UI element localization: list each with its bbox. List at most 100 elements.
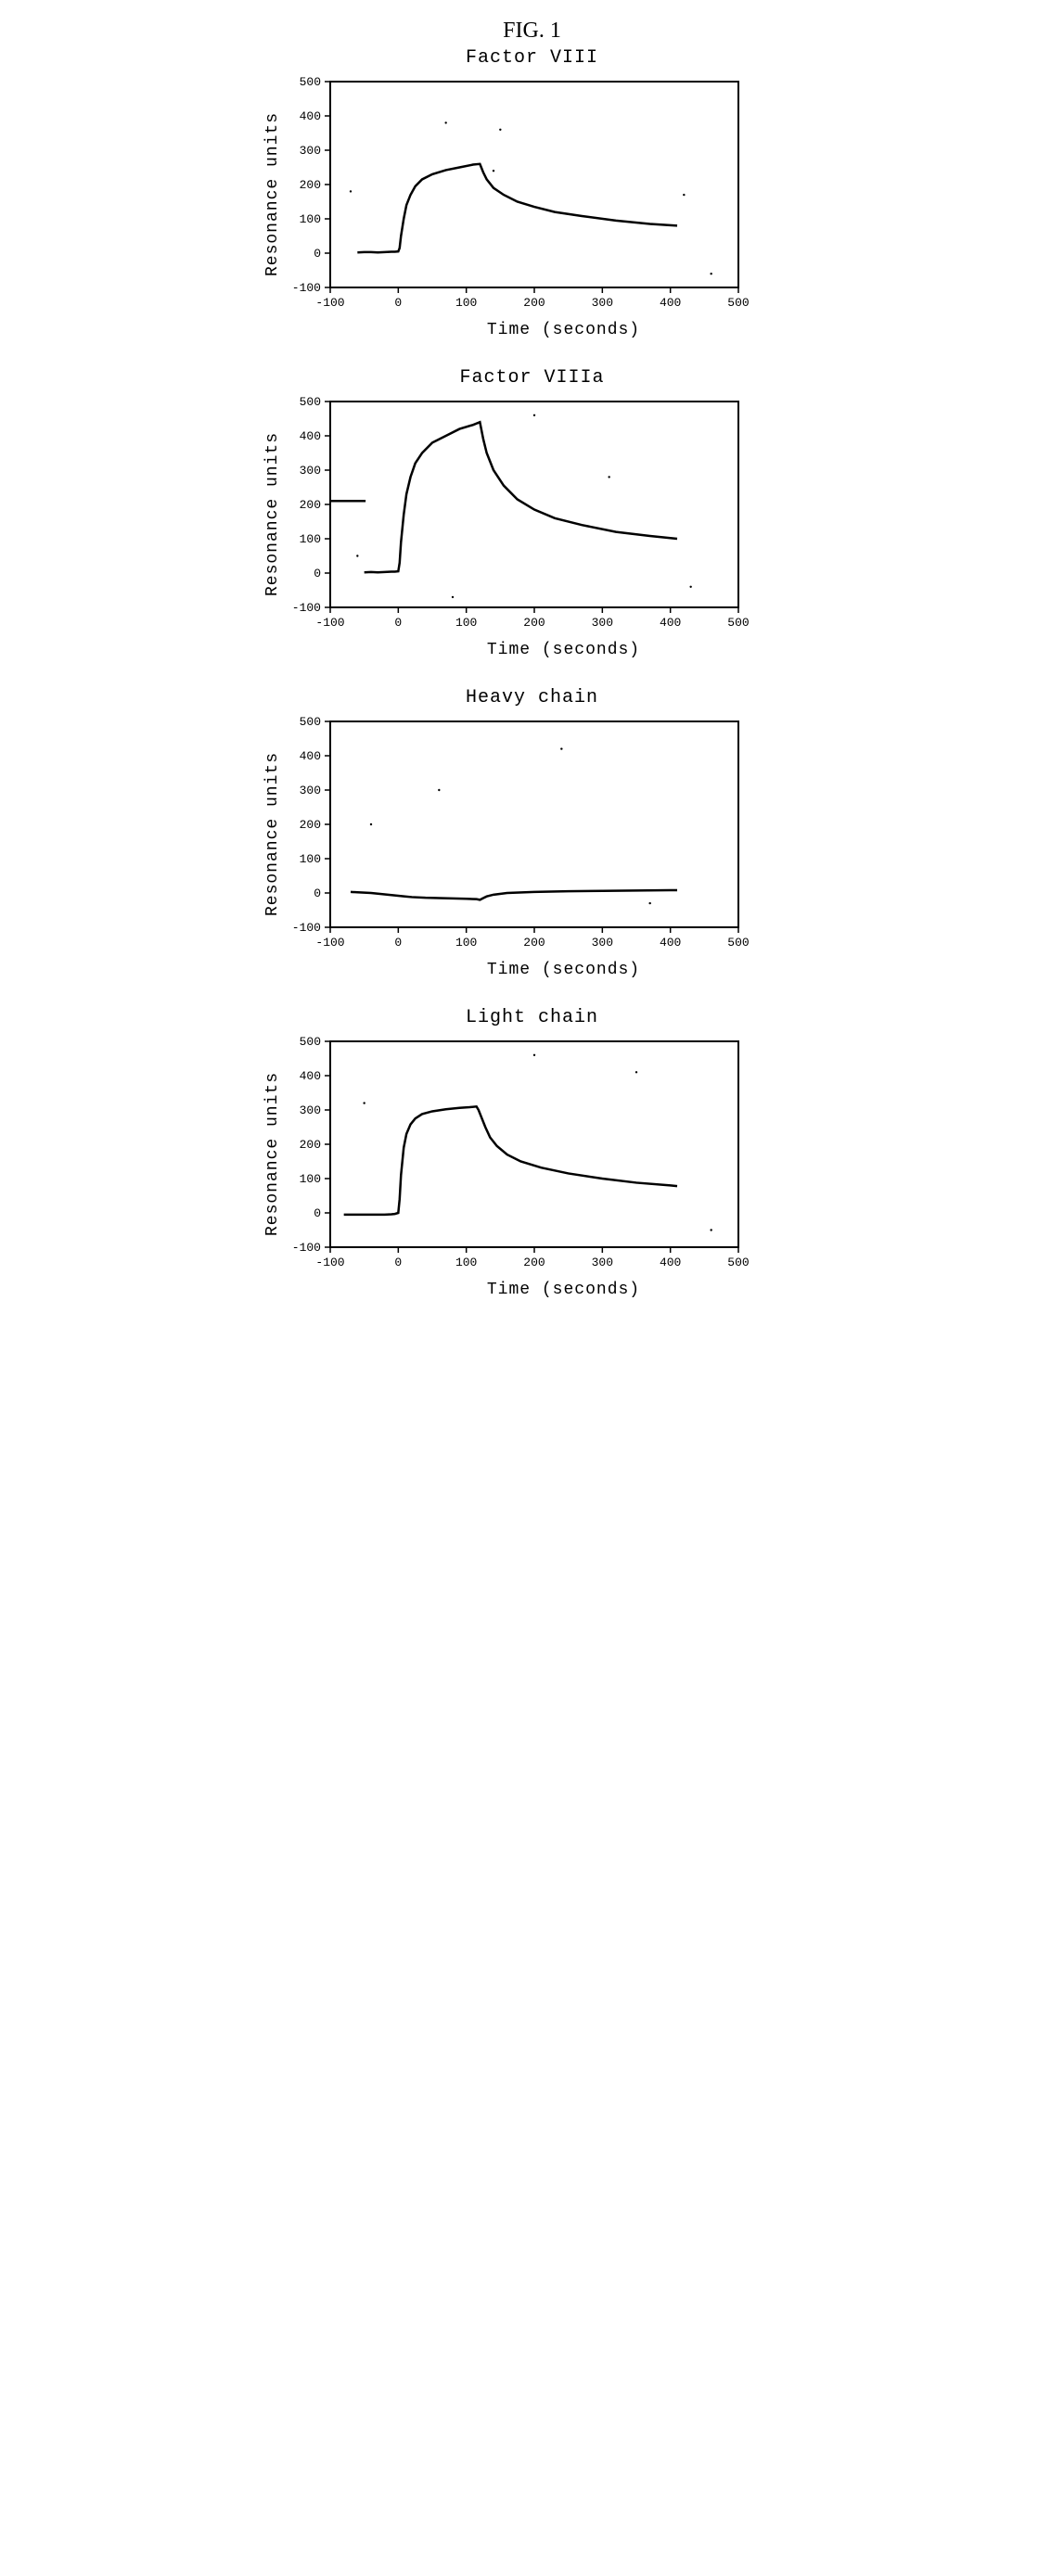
chart-1: Factor VIIIa Resonance units -100 0 100 200 30… <box>263 367 801 659</box>
x-tick-label: 400 <box>659 936 680 950</box>
x-tick-label: -100 <box>315 1256 344 1269</box>
figure-container: FIG. 1 Factor VIII Resonance units -100 0 10… <box>263 19 801 1299</box>
noise-dot <box>608 476 609 478</box>
x-tick-label: 200 <box>523 616 545 630</box>
y-axis-label: Resonance units <box>263 1072 282 1236</box>
x-axis-label: Time (seconds) <box>327 321 801 339</box>
noise-dot <box>532 1054 534 1056</box>
y-tick-label: 400 <box>299 429 320 443</box>
y-tick-label: 100 <box>299 852 320 866</box>
noise-dot <box>451 596 453 598</box>
x-tick-label: 0 <box>394 1256 402 1269</box>
x-tick-label: 300 <box>591 296 612 310</box>
plot-row: Resonance units-1000100200300400500-1000… <box>263 74 801 315</box>
x-tick-label: 300 <box>591 1256 612 1269</box>
y-tick-label: 500 <box>299 395 320 409</box>
y-tick-label: 500 <box>299 715 320 729</box>
x-tick-label: 200 <box>523 1256 545 1269</box>
chart-title: Factor VIIIa <box>263 367 801 389</box>
chart-title: Light chain <box>263 1007 801 1028</box>
noise-dot <box>710 1229 711 1231</box>
x-tick-label: 500 <box>727 936 749 950</box>
noise-dot <box>532 414 534 416</box>
noise-dot <box>444 121 446 123</box>
chart-svg: -100 0 100 200 300 400 500 -100 0 100 200 300 400 500 <box>286 394 750 635</box>
y-axis-label: Resonance units <box>263 752 282 916</box>
data-series-line <box>351 890 677 899</box>
y-tick-label: -100 <box>291 921 320 935</box>
x-tick-label: 0 <box>394 296 402 310</box>
noise-dot <box>635 1071 636 1073</box>
x-tick-label: 100 <box>455 1256 476 1269</box>
x-tick-label: 200 <box>523 296 545 310</box>
x-tick-label: 200 <box>523 936 545 950</box>
x-tick-label: 100 <box>455 296 476 310</box>
noise-dot <box>356 555 358 556</box>
y-tick-label: 300 <box>299 464 320 478</box>
x-tick-label: 0 <box>394 936 402 950</box>
noise-dot <box>349 190 351 192</box>
y-tick-label: 0 <box>314 886 321 900</box>
plot-row: Resonance units-1000100200300400500-1000… <box>263 1034 801 1275</box>
noise-dot <box>438 789 440 791</box>
chart-3: Light chain Resonance units -100 0 100 200 300… <box>263 1007 801 1299</box>
x-tick-label: 300 <box>591 936 612 950</box>
y-tick-label: 300 <box>299 1103 320 1117</box>
x-axis-label: Time (seconds) <box>327 961 801 979</box>
y-tick-label: 200 <box>299 178 320 192</box>
noise-dot <box>710 273 711 274</box>
plot-border <box>330 1041 738 1247</box>
y-tick-label: 300 <box>299 784 320 797</box>
x-tick-label: 300 <box>591 616 612 630</box>
noise-dot <box>648 902 650 904</box>
noise-dot <box>363 1102 365 1103</box>
chart-svg: -1000100200300400500-1000100200300400500 <box>286 1034 750 1275</box>
x-tick-label: -100 <box>315 296 344 310</box>
plot-row: Resonance units -100 0 100 200 300 400 500 -100 0… <box>263 394 801 635</box>
charts-host: Factor VIII Resonance units -100 0 100 200 300… <box>263 47 801 1299</box>
data-series-line <box>364 422 676 572</box>
y-tick-label: 0 <box>314 247 321 261</box>
data-series-line <box>357 164 677 252</box>
chart-2: Heavy chainResonance units-1000100200300… <box>263 687 801 979</box>
y-tick-label: 400 <box>299 1069 320 1083</box>
x-tick-label: -100 <box>315 616 344 630</box>
x-tick-label: 100 <box>455 616 476 630</box>
y-tick-label: 400 <box>299 749 320 763</box>
y-tick-label: -100 <box>291 1241 320 1255</box>
x-tick-label: 400 <box>659 1256 680 1269</box>
y-tick-label: 0 <box>314 567 321 580</box>
noise-dot <box>492 170 494 172</box>
x-axis-label: Time (seconds) <box>327 1281 801 1299</box>
x-tick-label: 400 <box>659 616 680 630</box>
chart-svg: -1000100200300400500-1000100200300400500 <box>286 714 750 955</box>
y-tick-label: 200 <box>299 498 320 512</box>
x-tick-label: 500 <box>727 616 749 630</box>
noise-dot <box>689 586 691 588</box>
y-tick-label: -100 <box>291 281 320 295</box>
chart-0: Factor VIIIResonance units-1000100200300… <box>263 47 801 339</box>
y-axis-label: Resonance units <box>263 432 282 596</box>
chart-title: Factor VIII <box>263 47 801 69</box>
noise-dot <box>499 129 501 131</box>
figure-title: FIG. 1 <box>263 19 801 44</box>
plot-row: Resonance units -100 0 100 200 300 400 500 -100 0… <box>263 714 801 955</box>
x-tick-label: 100 <box>455 936 476 950</box>
x-tick-label: 400 <box>659 296 680 310</box>
y-tick-label: 400 <box>299 109 320 123</box>
y-tick-label: 300 <box>299 144 320 158</box>
chart-svg: -1000100200300400500-1000100200300400500 <box>286 74 750 315</box>
noise-dot <box>683 194 685 196</box>
data-series-line <box>343 1106 676 1215</box>
y-tick-label: 100 <box>299 532 320 546</box>
noise-dot <box>560 747 562 749</box>
plot-border <box>330 721 738 927</box>
plot-border <box>330 402 738 607</box>
y-tick-label: -100 <box>291 601 320 615</box>
y-tick-label: 200 <box>299 1138 320 1152</box>
x-tick-label: -100 <box>315 936 344 950</box>
x-tick-label: 0 <box>394 616 402 630</box>
y-tick-label: 100 <box>299 212 320 226</box>
x-tick-label: 500 <box>727 296 749 310</box>
y-tick-label: 0 <box>314 1206 321 1220</box>
